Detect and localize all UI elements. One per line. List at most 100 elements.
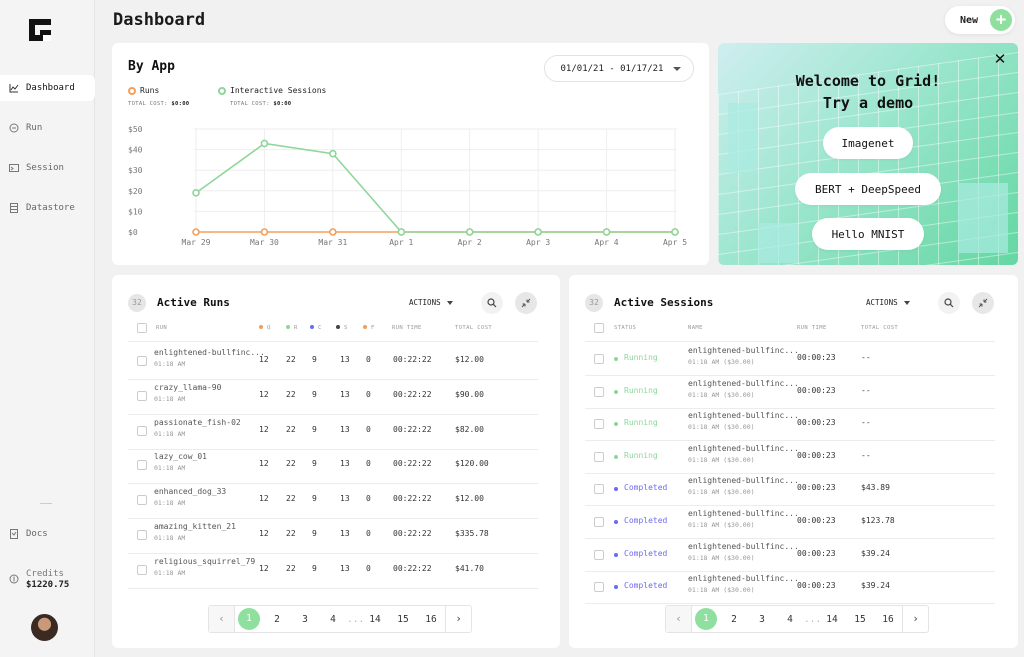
avatar[interactable] [31,614,58,641]
page-button[interactable]: 3 [759,613,765,625]
sessions-actions-dropdown[interactable]: ACTIONS [866,298,910,307]
row-checkbox[interactable] [594,451,604,462]
session-name[interactable]: enlightened-bullfinc... [688,574,799,584]
row-checkbox[interactable] [137,356,147,366]
page-button[interactable]: 15 [397,613,409,625]
row-checkbox[interactable] [594,549,604,560]
sidebar-divider [40,503,52,504]
page-button[interactable]: 4 [787,613,793,625]
imagenet-button[interactable]: Imagenet [823,127,913,159]
page-button[interactable]: 1 [238,608,260,630]
session-name[interactable]: enlightened-bullfinc... [688,346,799,355]
page-button[interactable]: 2 [731,613,737,625]
runs-search-button[interactable] [481,292,503,314]
row-checkbox[interactable] [137,425,147,436]
column-header-run-time[interactable]: RUN TIME [797,325,827,331]
row-checkbox[interactable] [137,495,147,506]
page-button[interactable]: 4 [330,613,336,625]
legend-sessions[interactable]: Interactive Sessions [218,86,326,95]
sessions-pagination: ‹ 1 2 3 4 ... 14 15 16 › [665,605,929,633]
runs-collapse-button[interactable] [515,292,537,314]
session-start-info: 01:18 AM ($30.00) [688,521,755,529]
session-name[interactable]: enlightened-bullfinc... [688,476,799,486]
row-checkbox[interactable] [137,564,147,575]
page-button[interactable]: 14 [826,613,838,625]
run-name[interactable]: crazy_llama-90 [154,382,222,392]
sidebar-item-datastore[interactable]: Datastore [0,195,95,221]
page-button[interactable]: 16 [882,613,894,625]
column-header-status[interactable]: STATUS [614,325,637,331]
row-checkbox[interactable] [594,582,604,593]
sidebar-item-dashboard[interactable]: Dashboard [0,75,95,101]
date-range-select[interactable]: 01/01/21 - 01/17/21 [544,55,694,82]
select-all-checkbox[interactable] [137,323,147,333]
row-checkbox[interactable] [594,419,604,430]
status-dot [614,422,618,427]
page-button[interactable]: 16 [425,613,437,625]
close-icon[interactable]: ✕ [993,50,1007,68]
run-name[interactable]: amazing_kitten_21 [154,522,236,531]
sidebar-item-session[interactable]: Session [0,155,95,181]
sidebar-item-run[interactable]: Run [0,115,95,141]
cost-value: $0:00 [273,101,292,107]
row-checkbox[interactable] [137,390,147,401]
run-name[interactable]: enlightened-bullfinc... [154,348,265,357]
session-name[interactable]: enlightened-bullfinc... [688,443,799,453]
column-header-q[interactable]: Q [259,325,271,331]
page-button[interactable]: 2 [274,613,280,625]
column-header-total-cost[interactable]: TOTAL COST [861,325,899,331]
row-checkbox[interactable] [594,517,604,527]
x-tick-label: Apr 2 [458,238,482,247]
new-button[interactable]: New + [945,6,1015,34]
row-checkbox[interactable] [594,484,604,495]
page-button[interactable]: 14 [369,613,381,625]
status-dot [614,520,618,524]
grid-logo-icon[interactable] [26,16,54,44]
column-header-run-time[interactable]: RUN TIME [392,325,422,331]
session-start-info: 01:18 AM ($30.00) [688,488,755,497]
docs-label: Docs [26,529,48,539]
y-tick-label: $50 [128,125,143,134]
next-page-button[interactable]: › [902,606,928,632]
row-divider [585,375,995,376]
page-button[interactable]: 1 [695,608,717,630]
session-name[interactable]: enlightened-bullfinc... [688,378,799,388]
failed-status-dot [363,325,367,329]
select-all-checkbox[interactable] [594,323,604,333]
sidebar-item-docs[interactable]: Docs [0,521,95,547]
column-header-r[interactable]: R [286,325,298,331]
next-page-button[interactable]: › [445,606,471,632]
run-count-s: 13 [340,355,350,364]
page-button[interactable]: 15 [854,613,866,625]
run-name[interactable]: enhanced_dog_33 [154,487,227,497]
column-header-name[interactable]: NAME [688,325,703,331]
prev-page-button[interactable]: ‹ [666,606,692,632]
run-name[interactable]: religious_squirrel_79 [154,556,256,566]
run-count-r: 22 [286,563,296,573]
hello-mnist-button[interactable]: Hello MNIST [812,218,924,250]
column-header-total-cost[interactable]: TOTAL COST [455,325,493,331]
session-name[interactable]: enlightened-bullfinc... [688,509,799,518]
page-button[interactable]: 3 [302,613,308,625]
column-header-c[interactable]: C [310,325,322,331]
run-name[interactable]: passionate_fish-02 [154,417,241,427]
bert-deepspeed-button[interactable]: BERT + DeepSpeed [795,173,941,205]
column-header-run[interactable]: RUN [156,325,168,331]
row-checkbox[interactable] [594,386,604,397]
row-checkbox[interactable] [137,460,147,471]
prev-page-button[interactable]: ‹ [209,606,235,632]
sessions-search-button[interactable] [938,292,960,314]
legend-runs[interactable]: Runs [128,86,159,95]
cost-value: $0:00 [171,101,190,107]
runs-actions-dropdown[interactable]: ACTIONS [409,298,453,307]
session-name[interactable]: enlightened-bullfinc... [688,541,799,551]
row-checkbox[interactable] [594,354,604,364]
run-name[interactable]: lazy_cow_01 [154,452,207,462]
sessions-collapse-button[interactable] [972,292,994,314]
row-checkbox[interactable] [137,530,147,540]
column-header-s[interactable]: S [336,325,348,331]
run-total-cost: $12.00 [455,494,484,504]
session-name[interactable]: enlightened-bullfinc... [688,411,799,421]
column-header-f[interactable]: F [363,325,375,331]
interactive-sessions-line [195,142,675,233]
